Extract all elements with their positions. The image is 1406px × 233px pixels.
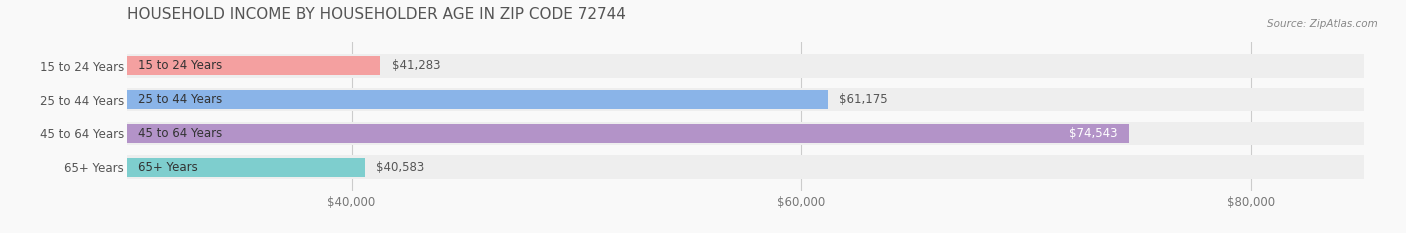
Bar (127, 56, 381, 75)
Text: 15 to 24 Years: 15 to 24 Years (138, 59, 222, 72)
Bar (127, 54, 1364, 78)
Text: $74,543: $74,543 (1069, 127, 1118, 140)
Text: 65+ Years: 65+ Years (138, 161, 197, 174)
Bar (127, 90, 828, 109)
Bar (127, 158, 364, 177)
Bar (127, 124, 1129, 143)
Text: $61,175: $61,175 (839, 93, 887, 106)
Text: 25 to 44 Years: 25 to 44 Years (138, 93, 222, 106)
Text: 45 to 64 Years: 45 to 64 Years (138, 127, 222, 140)
Text: $41,283: $41,283 (392, 59, 440, 72)
Bar (127, 155, 1364, 179)
Text: Source: ZipAtlas.com: Source: ZipAtlas.com (1267, 19, 1378, 29)
Bar (127, 122, 1364, 145)
Text: $40,583: $40,583 (375, 161, 425, 174)
Bar (127, 88, 1364, 111)
Text: HOUSEHOLD INCOME BY HOUSEHOLDER AGE IN ZIP CODE 72744: HOUSEHOLD INCOME BY HOUSEHOLDER AGE IN Z… (127, 7, 626, 22)
